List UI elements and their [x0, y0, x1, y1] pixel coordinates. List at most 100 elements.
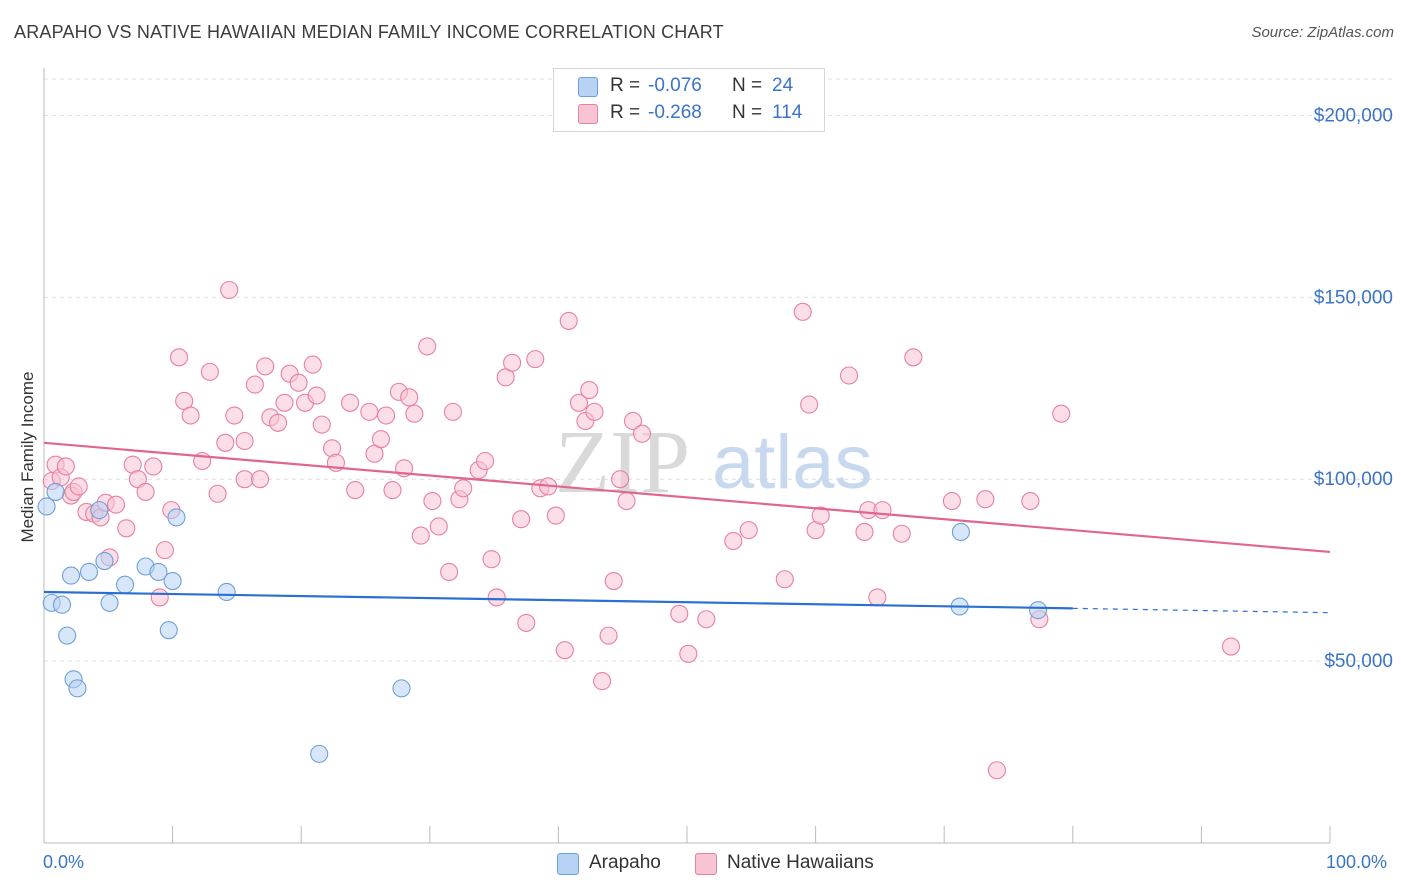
native-hawaiians-swatch — [695, 853, 717, 875]
native-hawaiian-point — [56, 457, 75, 476]
native-hawaiian-point — [580, 381, 599, 400]
native-hawaiian-point — [303, 355, 322, 374]
arapaho-point — [115, 575, 135, 594]
native-hawaiian-point — [106, 495, 126, 514]
native-hawaiian-point — [987, 761, 1006, 780]
native-hawaiian-point — [855, 522, 874, 541]
native-hawaiian-point — [793, 302, 812, 321]
native-hawaiian-point — [892, 524, 911, 543]
native-hawaiian-point — [546, 506, 565, 525]
native-hawaiian-point — [208, 484, 227, 503]
arapaho-trend-extension — [1072, 607, 1331, 614]
native-hawaiian-point — [1052, 404, 1071, 423]
native-hawaiian-point — [942, 491, 961, 511]
r-label: R = — [610, 102, 641, 123]
y-tick-label: $150,000 — [1314, 287, 1393, 308]
native-hawaiian-point — [775, 570, 794, 589]
y-tick-labels: $50,000 $100,000 $150,000 $200,000 — [1314, 105, 1393, 672]
native-hawaiian-point — [559, 311, 578, 330]
native-hawaiian-point — [250, 470, 270, 489]
native-hawaiian-point — [245, 375, 264, 394]
native-hawaiian-point — [526, 350, 545, 369]
y-tick-label: $100,000 — [1314, 469, 1393, 490]
native-hawaiian-point — [371, 430, 390, 449]
native-hawaiian-point — [800, 395, 819, 414]
n-label: N = — [732, 102, 763, 123]
arapaho-point — [90, 501, 109, 520]
chart-source: Source: ZipAtlas.com — [1251, 24, 1394, 41]
arapaho-trend-line — [43, 590, 1073, 610]
native-hawaiian-point — [235, 431, 254, 451]
native-hawaiian-point — [400, 388, 419, 407]
arapaho-point — [163, 572, 182, 591]
native-hawaiian-point — [216, 433, 235, 452]
native-hawaiian-point — [811, 506, 830, 525]
native-hawaiian-point — [443, 402, 462, 421]
native-hawaiian-point — [418, 337, 437, 356]
arapaho-swatch — [557, 853, 579, 875]
native-hawaiian-point — [904, 348, 923, 367]
arapaho-point — [95, 551, 114, 571]
watermark: ZIP atlas — [555, 413, 873, 512]
arapaho-point — [159, 621, 178, 640]
x-axis-min-label: 0.0% — [43, 852, 85, 872]
native-hawaiian-point — [593, 672, 612, 691]
native-hawaiian-point — [346, 481, 365, 500]
arapaho-point — [100, 593, 119, 612]
native-hawaiian-point — [307, 386, 326, 405]
native-hawaiian-point — [275, 393, 294, 412]
native-hawaiian-point — [341, 393, 360, 412]
native-hawaiian-point — [405, 404, 424, 423]
native-hawaiian-point — [220, 280, 239, 300]
arapaho-point — [79, 562, 99, 582]
grid-layer — [44, 78, 1394, 662]
native-hawaiian-point — [1221, 637, 1241, 656]
native-hawaiian-point — [839, 366, 859, 385]
native-hawaiian-point — [611, 470, 630, 489]
native-hawaiian-point — [476, 451, 495, 471]
native-hawaiian-point — [599, 626, 618, 645]
arapaho-point — [58, 626, 77, 645]
arapaho-point — [61, 566, 81, 585]
native-hawaiian-point — [1021, 491, 1040, 511]
arapaho-point — [392, 679, 411, 698]
native-hawaiian-point — [697, 610, 716, 629]
native-hawaiian-point — [482, 550, 501, 569]
native-hawaiian-point — [423, 491, 442, 511]
native-hawaiian-point — [670, 604, 689, 623]
native-hawaiian-point — [411, 526, 430, 545]
arapaho-point — [1029, 601, 1048, 620]
native-hawaiian-point — [487, 588, 506, 607]
native-hawaiian-point — [150, 588, 169, 607]
native-hawaiian-point — [512, 510, 531, 529]
native-hawaiian-point — [117, 519, 136, 538]
native-hawaiian-point — [155, 541, 174, 560]
arapaho-swatch — [578, 77, 598, 97]
native-hawaiian-point — [517, 613, 536, 632]
arapaho-point — [68, 679, 87, 698]
native-hawaiian-point — [617, 491, 636, 511]
native-hawaiian-point — [679, 644, 698, 663]
native-hawaiian-point — [144, 457, 163, 476]
watermark-atlas: atlas — [712, 420, 873, 505]
r-value: -0.268 — [648, 102, 702, 123]
arapaho-point — [167, 508, 186, 527]
native-hawaiian-point — [604, 572, 623, 591]
r-label: R = — [610, 75, 641, 96]
native-hawaiians-trend-line — [43, 441, 1331, 554]
axis-layer — [43, 68, 1331, 844]
points-layer — [37, 280, 1241, 780]
native-hawaiian-point — [440, 562, 459, 582]
native-hawaiian-point — [136, 482, 155, 501]
arapaho-point — [951, 522, 970, 541]
native-hawaiian-point — [269, 413, 288, 432]
native-hawaiian-point — [873, 501, 892, 520]
arapaho-point — [46, 482, 65, 501]
y-axis-title: Median Family Income — [18, 371, 37, 543]
native-hawaiian-point — [225, 406, 244, 425]
n-value: 114 — [772, 102, 803, 123]
native-hawaiian-point — [454, 479, 473, 498]
arapaho-point — [310, 744, 329, 763]
native-hawaiian-point — [429, 517, 448, 536]
